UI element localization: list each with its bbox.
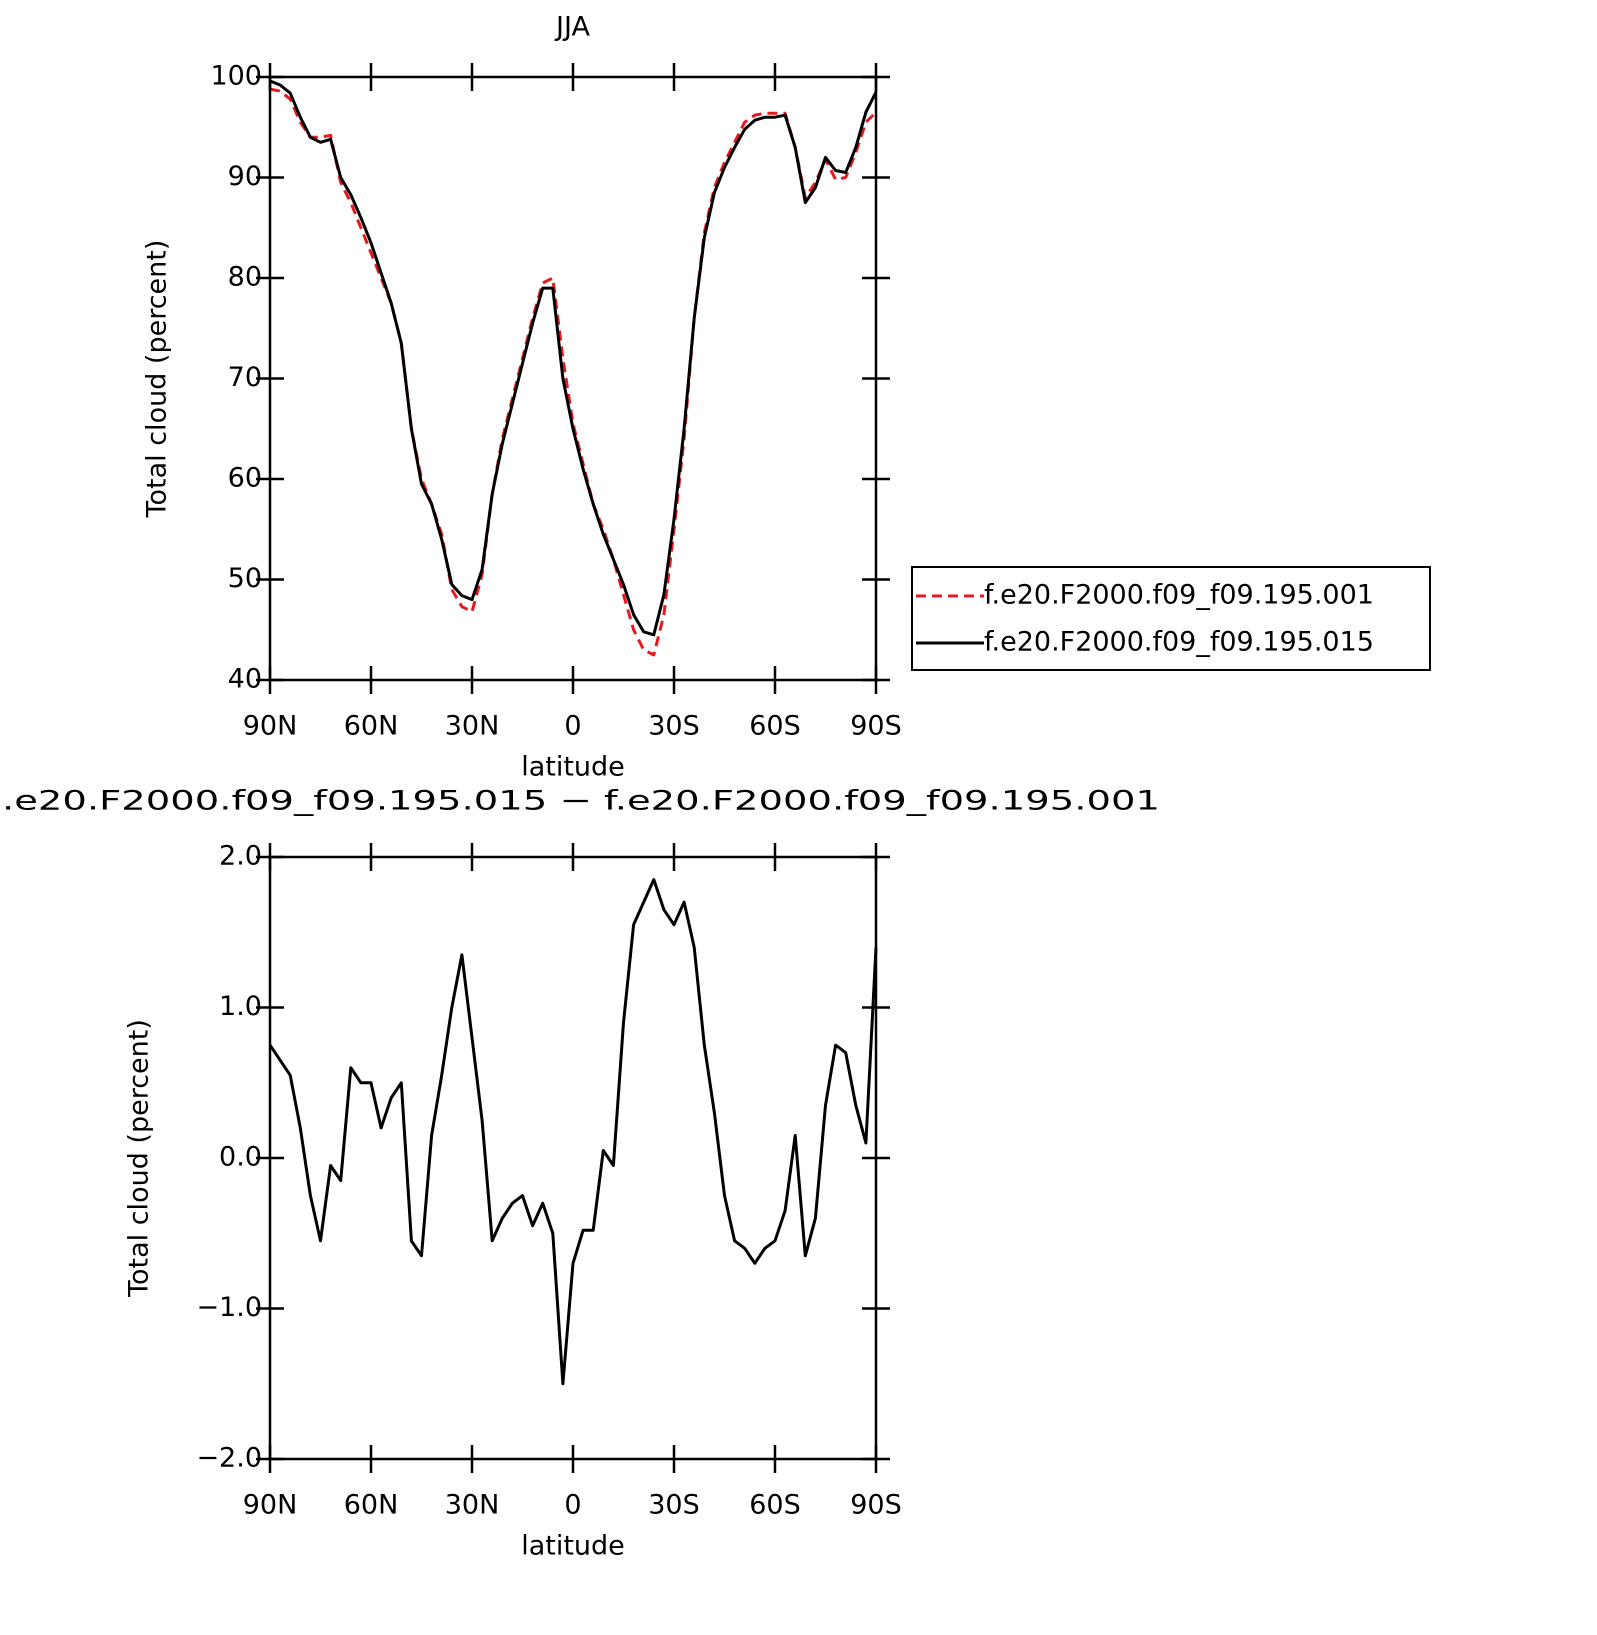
y-tick-label: 90 <box>228 161 262 192</box>
x-tick-label: 0 <box>564 1490 581 1521</box>
y-tick-label: 70 <box>228 362 262 393</box>
chart-title: .e20.F2000.f09_f09.195.015 − f.e20.F2000… <box>2 786 1160 817</box>
x-tick-label: 90N <box>243 711 298 742</box>
y-tick-label: 2.0 <box>219 841 262 872</box>
x-tick-label: 60N <box>344 711 399 742</box>
y-tick-label: 80 <box>228 262 262 293</box>
x-tick-label: 30N <box>445 711 500 742</box>
y-tick-label: 0.0 <box>219 1142 262 1173</box>
chart-title: JJA <box>554 12 590 43</box>
x-tick-label: 30N <box>445 1490 500 1521</box>
data-line <box>269 87 878 657</box>
y-tick-label: 100 <box>210 61 262 92</box>
y-tick-label: −2.0 <box>196 1443 262 1474</box>
x-tick-label: 30S <box>648 1490 700 1521</box>
legend: f.e20.F2000.f09_f09.195.001 f.e20.F2000.f… <box>911 566 1431 671</box>
y-tick-label: −1.0 <box>196 1292 262 1323</box>
x-tick-label: 90S <box>850 1490 902 1521</box>
y-tick-label: 50 <box>228 563 262 594</box>
y-tick-label: 60 <box>228 463 262 494</box>
legend-label: f.e20.F2000.f09_f09.195.015 <box>984 627 1374 658</box>
x-axis-label: latitude <box>521 752 625 783</box>
y-axis-label: Total cloud (percent) <box>142 240 173 519</box>
data-line <box>269 79 878 637</box>
legend-box <box>911 566 1431 671</box>
y-tick-label: 1.0 <box>219 991 262 1022</box>
x-tick-label: 0 <box>564 711 581 742</box>
y-axis-label: Total cloud (percent) <box>124 1019 155 1298</box>
legend-label: f.e20.F2000.f09_f09.195.001 <box>984 580 1374 611</box>
x-tick-label: 90S <box>850 711 902 742</box>
x-tick-label: 90N <box>243 1490 298 1521</box>
x-tick-label: 60N <box>344 1490 399 1521</box>
plot: JJA 90N 60N 30N 0 30S 60S 90S 40 50 60 70 80 90 100 lat… <box>142 12 1431 783</box>
plot-frame <box>268 75 878 682</box>
x-axis-label: latitude <box>521 1531 625 1562</box>
x-tick-label: 30S <box>648 711 700 742</box>
plot-frame <box>268 855 878 1461</box>
data-line <box>268 878 878 1386</box>
x-tick-label: 60S <box>749 711 801 742</box>
y-tick-label: 40 <box>228 664 262 695</box>
plot: .e20.F2000.f09_f09.195.015 − f.e20.F2000… <box>2 786 1160 1562</box>
x-tick-label: 60S <box>749 1490 801 1521</box>
